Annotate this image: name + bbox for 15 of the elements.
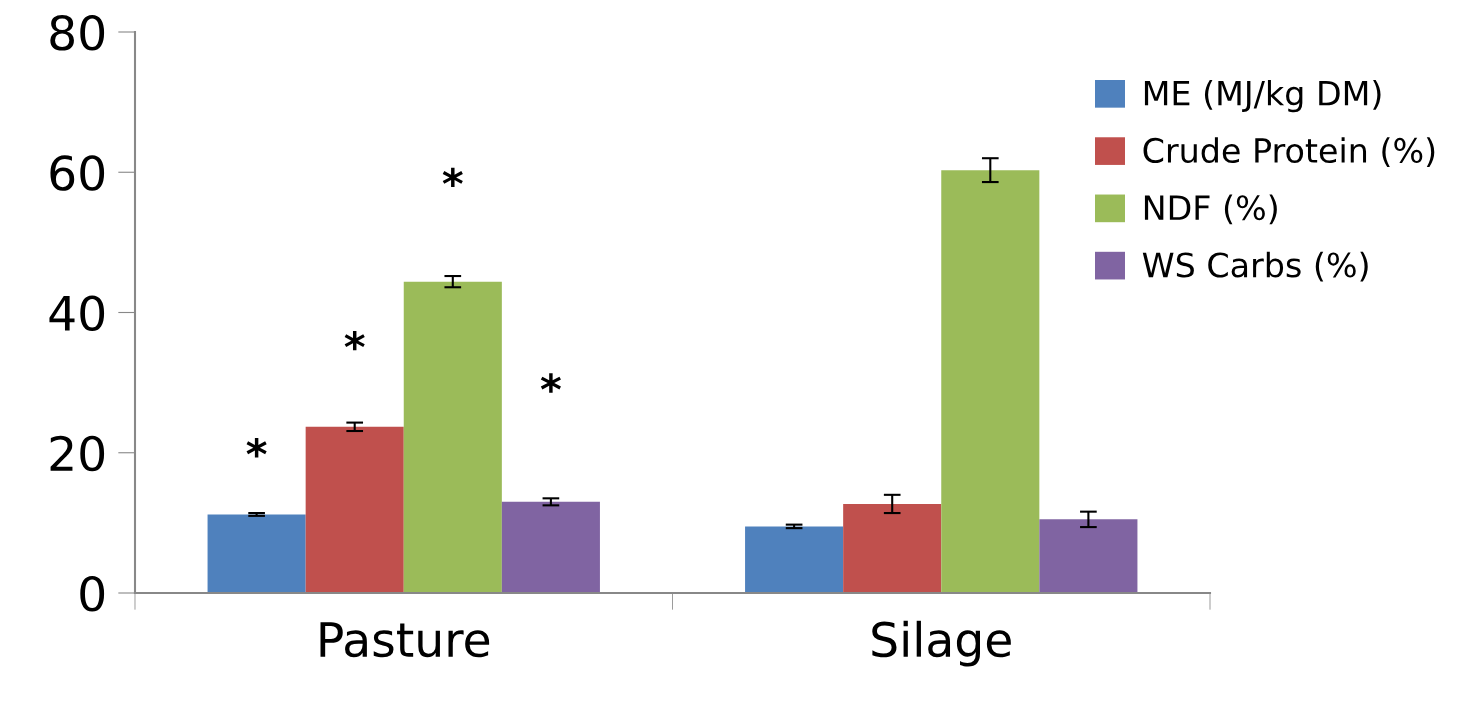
legend-label: NDF (%) [1144,194,1277,225]
y-tick-label: 60 [50,155,105,191]
annotation: * [540,373,561,393]
y-tick-label: 20 [50,435,105,472]
y-tick-label: 0 [80,575,105,612]
y-tick-label: 40 [49,295,105,332]
annotation: * [344,330,365,351]
y-tick-label: 80 [50,14,105,51]
legend-label: Crude Protein (%) [1143,137,1435,167]
annotation: * [442,167,463,188]
x-tick-label: Silage [872,620,1011,667]
legend-label: ME (MJ/kg DM) [1144,80,1381,113]
x-tick-label: Pasture [320,622,490,658]
annotation: * [246,438,267,458]
legend-label: WS Carbs (%) [1142,251,1368,282]
